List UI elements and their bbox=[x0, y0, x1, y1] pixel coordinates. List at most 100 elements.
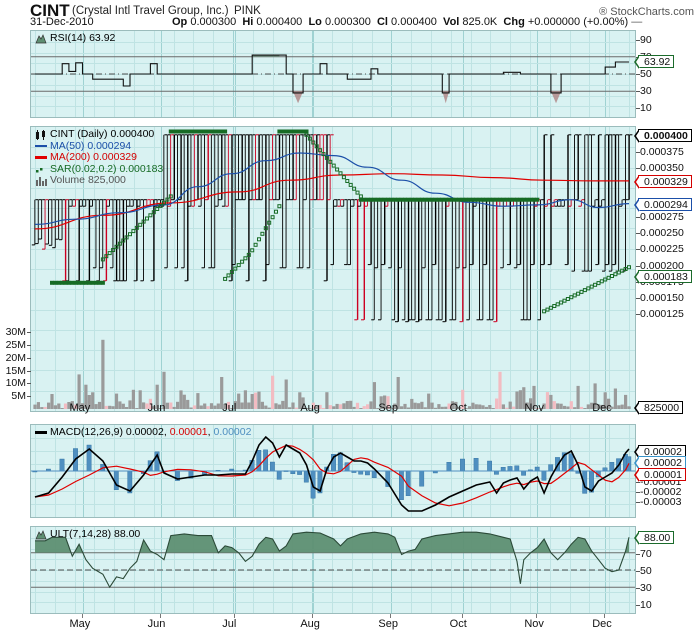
month-label: Nov bbox=[524, 618, 544, 630]
axis-tick bbox=[636, 216, 640, 218]
sar-value-badge: 0.000183 bbox=[634, 269, 692, 284]
ma200-value-badge: 0.000329 bbox=[634, 174, 692, 189]
month-label: May bbox=[69, 402, 91, 414]
company-name: (Crystal Intl Travel Group, Inc.) bbox=[72, 5, 229, 17]
volume-axis-tick bbox=[27, 370, 31, 372]
volume-axis-tick-label: 15M bbox=[5, 364, 26, 377]
axis-tick bbox=[636, 74, 640, 75]
volume-axis-tick-label: 20M bbox=[5, 351, 26, 364]
axis-tick-label: 0.000200 bbox=[640, 259, 684, 272]
axis-tick-label: 0.000150 bbox=[640, 292, 684, 305]
macd-plot bbox=[31, 435, 635, 512]
month-label: May bbox=[69, 618, 91, 630]
rsi-value-badge: 63.92 bbox=[633, 55, 675, 70]
month-label: Dec bbox=[592, 618, 612, 630]
macd-legend-hist: 0.00002 bbox=[213, 426, 252, 438]
ult-value-badge: 88.00 bbox=[633, 531, 675, 546]
axis-tick bbox=[636, 588, 640, 590]
axis-tick bbox=[636, 502, 640, 503]
macd-legend-value: 0.00002 bbox=[125, 426, 164, 438]
axis-tick-label: 30 bbox=[640, 582, 652, 595]
axis-tick bbox=[636, 482, 640, 483]
ult-legend: ULT(7,14,28) 88.00 bbox=[35, 528, 140, 541]
axis-tick bbox=[636, 233, 640, 235]
axis-tick bbox=[636, 108, 640, 110]
axis-tick bbox=[636, 605, 640, 607]
ma50-swatch bbox=[35, 144, 47, 147]
axis-tick bbox=[636, 249, 640, 251]
low-value: 0.000300 bbox=[324, 16, 371, 28]
axis-tick-label: -0.00003 bbox=[640, 496, 682, 508]
candlestick-icon bbox=[35, 130, 47, 140]
volume-bars bbox=[33, 339, 631, 409]
axis-tick-label: 10 bbox=[640, 599, 652, 612]
month-tick bbox=[536, 614, 538, 618]
month-tick bbox=[234, 614, 236, 618]
axis-tick bbox=[636, 152, 640, 153]
volume-axis-tick-label: 5M bbox=[11, 390, 26, 403]
axis-tick-label: 0.000275 bbox=[640, 210, 684, 223]
axis-tick-label: 0.000225 bbox=[640, 243, 684, 256]
volume-axis-tick bbox=[27, 396, 31, 398]
axis-tick-label: 0.000125 bbox=[640, 308, 684, 321]
close-label: Cl bbox=[376, 16, 388, 28]
month-tick bbox=[390, 614, 392, 618]
ult-panel: ULT(7,14,28) 88.00 bbox=[30, 526, 636, 614]
month-label: Nov bbox=[524, 402, 544, 414]
volume-bars-icon bbox=[35, 176, 47, 186]
open-label: Op bbox=[172, 16, 188, 28]
rsi-legend: RSI(14) 63.92 bbox=[35, 32, 115, 45]
month-label: Jun bbox=[147, 402, 166, 414]
axis-tick-label: 90 bbox=[640, 33, 652, 46]
volume-value: 825.0K bbox=[462, 16, 498, 28]
axis-tick-label: 0.000350 bbox=[640, 162, 684, 175]
axis-tick-label: 30 bbox=[640, 85, 652, 98]
axis-tick-label: -0.00002 bbox=[640, 486, 682, 498]
month-label: Dec bbox=[592, 402, 612, 414]
macd-signal-badge: 0.00001 bbox=[634, 468, 686, 482]
axis-tick-label: 70 bbox=[640, 547, 652, 560]
ma50-value-badge: 0.000294 bbox=[634, 197, 692, 212]
month-tick bbox=[604, 614, 606, 618]
month-label: Aug bbox=[300, 402, 320, 414]
change-value: +0.000000 (+0.00%) bbox=[527, 16, 629, 28]
volume-axis-tick bbox=[27, 332, 31, 334]
month-label: Oct bbox=[449, 402, 467, 414]
volume-axis-tick bbox=[27, 383, 31, 385]
ohlc-quote-line: Op 0.000300 Hi 0.000400 Lo 0.000300 Cl 0… bbox=[172, 16, 642, 28]
axis-tick bbox=[636, 314, 640, 316]
month-label: Jun bbox=[147, 618, 166, 630]
ult-mountain-icon bbox=[35, 530, 47, 540]
rsi-panel: RSI(14) 63.92 bbox=[30, 30, 636, 118]
exchange-label: PINK bbox=[234, 5, 261, 17]
chart-header: CINT (Crystal Intl Travel Group, Inc.) P… bbox=[0, 0, 700, 28]
ticker-symbol: CINT bbox=[30, 1, 70, 20]
volume-axis-tick bbox=[27, 344, 31, 346]
axis-tick-label: 50 bbox=[640, 68, 652, 80]
ma200-legend-label: MA(200) 0.000329 bbox=[50, 151, 137, 163]
month-label: Aug bbox=[300, 618, 320, 630]
macd-legend-name: MACD(12,26,9) bbox=[50, 426, 123, 438]
axis-tick bbox=[636, 91, 640, 93]
axis-tick bbox=[636, 492, 640, 493]
month-label: Jul bbox=[222, 618, 237, 630]
open-value: 0.000300 bbox=[190, 16, 237, 28]
month-tick bbox=[461, 614, 463, 618]
change-arrow-icon: — bbox=[631, 16, 643, 28]
high-value: 0.000400 bbox=[256, 16, 303, 28]
stockcharts-logo: ® StockCharts.com bbox=[599, 6, 694, 18]
axis-tick bbox=[636, 553, 640, 555]
rsi-mountain-icon bbox=[35, 34, 47, 44]
axis-tick-label: 0.000250 bbox=[640, 227, 684, 240]
axis-tick-label: 10 bbox=[640, 102, 652, 115]
ult-plot bbox=[31, 531, 635, 589]
volume-legend-label: Volume 825,000 bbox=[50, 174, 126, 186]
price-legend-title: CINT (Daily) 0.000400 bbox=[50, 128, 155, 140]
axis-tick-label: 0.000375 bbox=[640, 146, 684, 158]
ma200-swatch bbox=[35, 156, 47, 159]
month-label: Sep bbox=[378, 618, 398, 630]
axis-tick bbox=[636, 298, 640, 300]
axis-tick bbox=[636, 571, 640, 572]
quote-date: 31-Dec-2010 bbox=[30, 16, 94, 28]
sar-dots-icon bbox=[35, 165, 47, 175]
